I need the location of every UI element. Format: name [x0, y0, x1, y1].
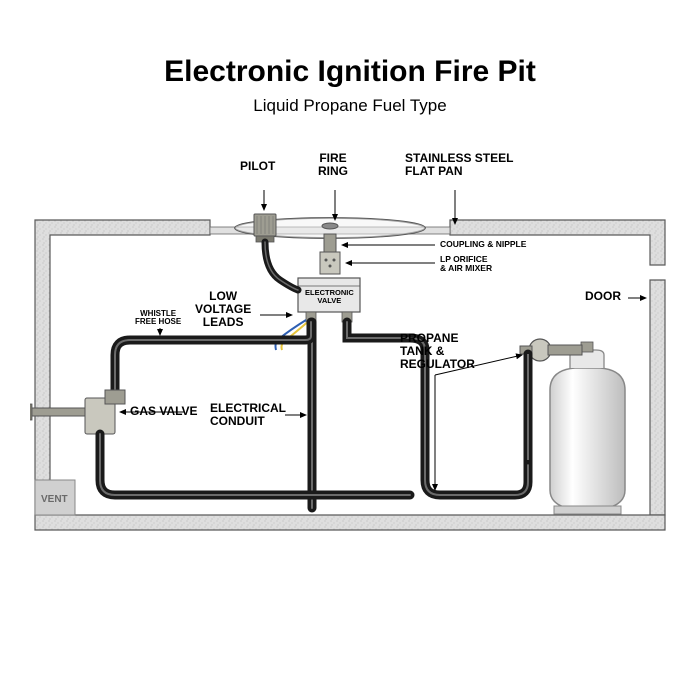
- label-low-voltage: LOW VOLTAGE LEADS: [195, 290, 251, 330]
- enclosure-top-left: [35, 220, 210, 515]
- hose-bottom-run: [100, 434, 410, 495]
- low-voltage-lead-yellow: [282, 320, 311, 350]
- label-whistle: WHISTLE FREE HOSE: [135, 310, 181, 327]
- label-fire-ring: FIRE RING: [318, 152, 348, 178]
- label-gas-valve: GAS VALVE: [130, 405, 198, 418]
- propane-tank: [550, 342, 625, 514]
- label-flat-pan: STAINLESS STEEL FLAT PAN: [405, 152, 513, 178]
- label-pilot: PILOT: [240, 160, 275, 173]
- page-title: Electronic Ignition Fire Pit: [0, 55, 700, 89]
- fire-pit-diagram: VENT: [30, 190, 670, 570]
- pilot-hose: [265, 242, 298, 290]
- page-subtitle: Liquid Propane Fuel Type: [0, 96, 700, 116]
- coupling-nipple: [324, 234, 336, 252]
- whistle-free-hose: [115, 322, 311, 398]
- label-propane: PROPANE TANK & REGULATOR: [400, 332, 475, 372]
- enclosure-bottom: [35, 515, 665, 530]
- enclosure-right-door: [650, 280, 665, 515]
- vent-label: VENT: [41, 494, 68, 505]
- label-electronic-valve: ELECTRONIC VALVE: [305, 289, 354, 305]
- air-mixer: [320, 252, 340, 274]
- label-electrical: ELECTRICAL CONDUIT: [210, 402, 286, 428]
- label-door: DOOR: [585, 290, 621, 303]
- label-orifice: LP ORIFICE & AIR MIXER: [440, 255, 492, 273]
- label-coupling: COUPLING & NIPPLE: [440, 240, 526, 249]
- diagram-svg: VENT: [30, 190, 670, 590]
